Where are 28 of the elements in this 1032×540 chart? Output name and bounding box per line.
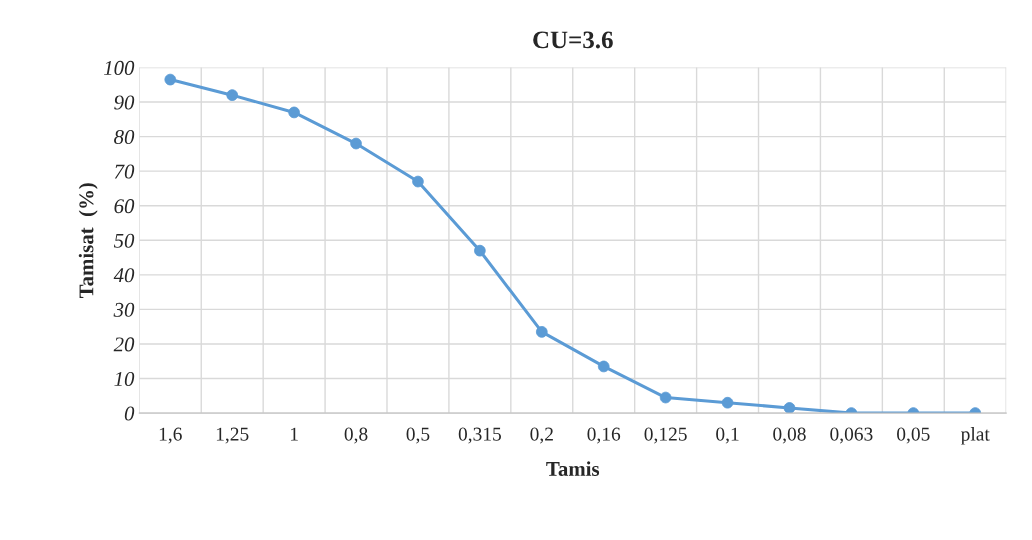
x-tick-label: 1,6 [159,427,182,444]
x-tick-label: 0,125 [644,427,687,444]
y-tick-label: 80 [114,129,135,145]
x-tick-label: 1 [290,427,298,441]
x-tick-label: 0,16 [587,427,621,444]
y-tick-label: 20 [113,337,135,352]
y-tick-label: 0 [124,406,135,421]
x-tick-label: 0,063 [830,427,873,444]
y-tick-label: 100 [103,60,135,75]
y-axis-title: Tamisat (%) [78,183,98,299]
y-tick-label: 30 [113,302,135,317]
x-tick-label: 0,5 [406,427,430,444]
y-tick-label: 70 [114,164,135,179]
x-tick-label: 0,8 [344,427,368,444]
x-tick-label: plat [960,426,990,445]
y-tick-label: 90 [114,95,135,110]
y-tick-label: 10 [114,371,135,386]
x-axis-title: Tamis [546,461,600,476]
y-tick-label: 50 [113,233,135,248]
y-tick-label: 60 [114,199,135,214]
x-tick-label: 0,2 [530,427,553,444]
x-tick-label: 0,08 [773,427,806,444]
x-tick-label: 0,05 [897,427,930,444]
x-tick-label: 0,1 [716,427,739,444]
y-tick-label: 40 [113,268,135,283]
x-tick-label: 0,315 [458,427,501,444]
chart-title: CU=3.6 [533,31,613,49]
x-tick-label: 1,25 [216,427,249,444]
